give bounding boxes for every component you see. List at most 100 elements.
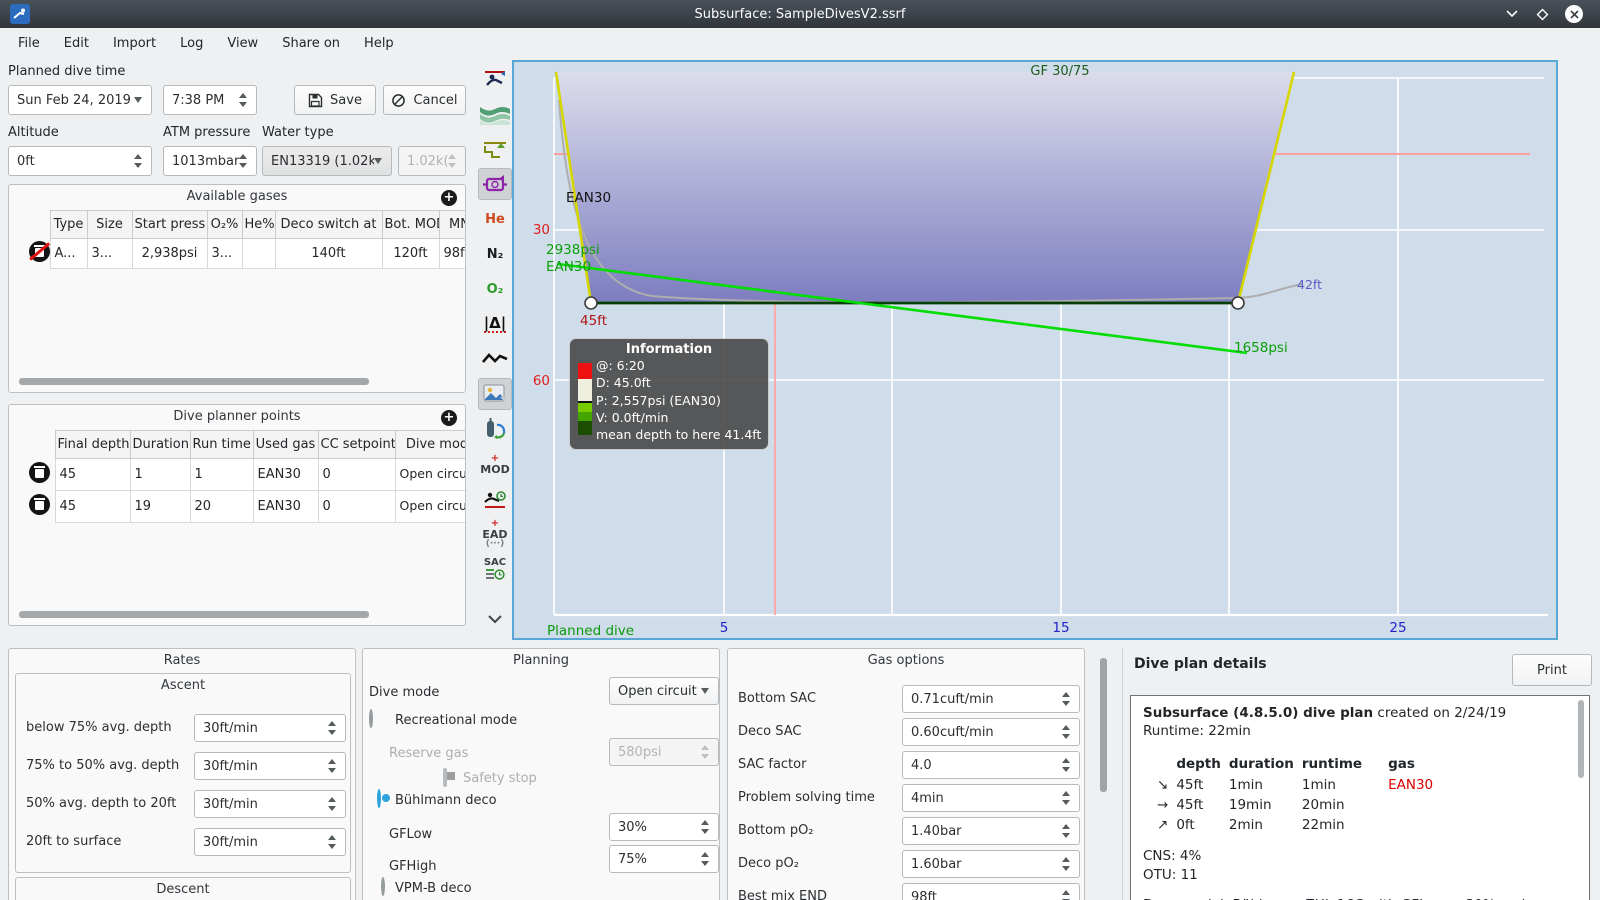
- best-mix-end-spinner[interactable]: 98ft: [902, 883, 1080, 900]
- col-cc-setpoint[interactable]: CC setpoint: [317, 430, 396, 459]
- time-spinner[interactable]: 7:38 PM: [163, 85, 257, 115]
- bottom-sac-spinner[interactable]: 0.71cuft/min: [902, 685, 1080, 713]
- ascent-rate-spinner[interactable]: 30ft/min: [194, 752, 346, 780]
- col-he[interactable]: He%: [241, 210, 276, 239]
- gas-size-cell[interactable]: 3...: [86, 238, 133, 269]
- col-final-depth[interactable]: Final depth: [54, 430, 131, 459]
- point-mode-cell[interactable]: Open circuit: [394, 490, 465, 523]
- col-dive-mode[interactable]: Dive mode: [394, 430, 465, 459]
- title-bar[interactable]: Subsurface: SampleDivesV2.ssrf: [0, 0, 1600, 28]
- ascent-rate-spinner[interactable]: 30ft/min: [194, 714, 346, 742]
- toolbar-ceiling-button[interactable]: [478, 133, 512, 165]
- toolbar-heartrate-button[interactable]: [478, 343, 512, 375]
- gas-press-cell[interactable]: 2,938psi: [131, 238, 208, 269]
- point-runtime-cell[interactable]: 1: [189, 458, 254, 491]
- col-start-press[interactable]: Start press: [131, 210, 208, 239]
- toolbar-n2-button[interactable]: N₂: [478, 238, 512, 270]
- dive-plan-text[interactable]: Subsurface (4.8.5.0) dive plan created o…: [1130, 695, 1590, 900]
- buhlmann-deco-radio[interactable]: [377, 789, 381, 808]
- gfhigh-spinner[interactable]: 75%: [609, 845, 719, 873]
- gases-hscrollbar[interactable]: [19, 378, 369, 385]
- point-mode-cell[interactable]: Open circuit: [394, 458, 465, 491]
- col-duration[interactable]: Duration: [129, 430, 191, 459]
- ascent-rate-spinner[interactable]: 30ft/min: [194, 828, 346, 856]
- add-gas-button[interactable]: +: [441, 190, 457, 206]
- close-button[interactable]: [1564, 4, 1584, 24]
- add-point-button[interactable]: +: [441, 410, 457, 426]
- waypoint-handle[interactable]: [1231, 296, 1245, 310]
- toolbar-mod-button[interactable]: + MOD: [478, 448, 512, 480]
- print-button[interactable]: Print: [1512, 654, 1592, 686]
- waypoint-handle[interactable]: [584, 296, 598, 310]
- deco-sac-spinner[interactable]: 0.60cuft/min: [902, 718, 1080, 746]
- toolbar-scroll-down-button[interactable]: [478, 603, 512, 635]
- bottom-panel-vscrollbar[interactable]: [1100, 658, 1107, 792]
- point-gas-cell[interactable]: EAN30: [252, 458, 319, 491]
- toolbar-he-button[interactable]: He: [478, 203, 512, 235]
- menu-log[interactable]: Log: [180, 35, 204, 51]
- problem-time-spinner[interactable]: 4min: [902, 784, 1080, 812]
- save-button[interactable]: Save: [294, 85, 376, 115]
- col-size[interactable]: Size: [86, 210, 133, 239]
- gas-he-cell[interactable]: [241, 238, 276, 269]
- atm-pressure-spinner[interactable]: 1013mbar: [163, 146, 257, 176]
- cancel-button[interactable]: Cancel: [383, 85, 466, 115]
- vpmb-deco-radio[interactable]: [381, 877, 385, 896]
- menu-file[interactable]: File: [18, 35, 40, 51]
- gas-o2-cell[interactable]: 3...: [206, 238, 243, 269]
- gas-mnd-cell[interactable]: 98f: [438, 238, 465, 269]
- point-setpoint-cell[interactable]: 0: [317, 458, 396, 491]
- water-type-combo[interactable]: EN13319 (1.02k: [262, 146, 392, 176]
- point-runtime-cell[interactable]: 20: [189, 490, 254, 523]
- gas-switch-cell[interactable]: 140ft: [274, 238, 383, 269]
- dive-mode-combo[interactable]: Open circuit: [609, 677, 719, 705]
- ascent-rate-spinner[interactable]: 30ft/min: [194, 790, 346, 818]
- toolbar-profile-button[interactable]: [478, 63, 512, 95]
- menu-share-on[interactable]: Share on: [282, 35, 341, 51]
- point-depth-cell[interactable]: 45: [54, 458, 131, 491]
- point-setpoint-cell[interactable]: 0: [317, 490, 396, 523]
- gas-type-cell[interactable]: A...: [49, 238, 88, 269]
- col-mnd[interactable]: MN: [438, 210, 465, 239]
- point-depth-cell[interactable]: 45: [54, 490, 131, 523]
- menu-help[interactable]: Help: [364, 35, 394, 51]
- point-duration-cell[interactable]: 1: [129, 458, 191, 491]
- menu-view[interactable]: View: [227, 35, 259, 51]
- bottom-po2-spinner[interactable]: 1.40bar: [902, 817, 1080, 845]
- toolbar-sac-button[interactable]: SAC: [478, 553, 512, 585]
- toolbar-ead-button[interactable]: + EAD (···): [478, 518, 512, 550]
- delete-gas-button[interactable]: [25, 238, 50, 269]
- toolbar-o2-button[interactable]: O₂: [478, 273, 512, 305]
- altitude-spinner[interactable]: 0ft: [8, 146, 152, 176]
- safety-stop-checkbox[interactable]: [443, 768, 447, 787]
- toolbar-photos-button[interactable]: [478, 378, 512, 410]
- deco-po2-spinner[interactable]: 1.60bar: [902, 850, 1080, 878]
- col-type[interactable]: Type: [49, 210, 88, 239]
- col-deco-switch[interactable]: Deco switch at: [274, 210, 383, 239]
- maximize-button[interactable]: [1532, 4, 1552, 24]
- toolbar-dive-computer-button[interactable]: [478, 168, 512, 200]
- dive-profile-chart[interactable]: GF 30/75 30 60 5 15 25 EAN30 2938psi EAN…: [512, 60, 1558, 640]
- planner-hscrollbar[interactable]: [19, 611, 369, 618]
- col-run-time[interactable]: Run time: [189, 430, 254, 459]
- plan-vscrollbar[interactable]: [1578, 700, 1584, 778]
- gflow-spinner[interactable]: 30%: [609, 813, 719, 841]
- col-used-gas[interactable]: Used gas: [252, 430, 319, 459]
- menu-edit[interactable]: Edit: [63, 35, 89, 51]
- gas-mod-cell[interactable]: 120ft: [381, 238, 440, 269]
- delete-point-button[interactable]: [25, 458, 55, 491]
- sac-factor-spinner[interactable]: 4.0: [902, 751, 1080, 779]
- recreational-mode-radio[interactable]: [369, 709, 373, 728]
- menu-import[interactable]: Import: [112, 35, 157, 51]
- toolbar-tissue-delta-button[interactable]: |Δ|: [478, 308, 512, 340]
- toolbar-dive-time-button[interactable]: [478, 483, 512, 515]
- date-picker[interactable]: Sun Feb 24, 2019: [8, 85, 152, 115]
- minimize-button[interactable]: [1502, 4, 1522, 24]
- col-o2[interactable]: O₂%: [206, 210, 243, 239]
- toolbar-waves-button[interactable]: [478, 98, 512, 130]
- point-duration-cell[interactable]: 19: [129, 490, 191, 523]
- delete-point-button[interactable]: [25, 490, 55, 523]
- toolbar-tank-button[interactable]: [478, 413, 512, 445]
- point-gas-cell[interactable]: EAN30: [252, 490, 319, 523]
- col-bot-mod[interactable]: Bot. MOD: [381, 210, 440, 239]
